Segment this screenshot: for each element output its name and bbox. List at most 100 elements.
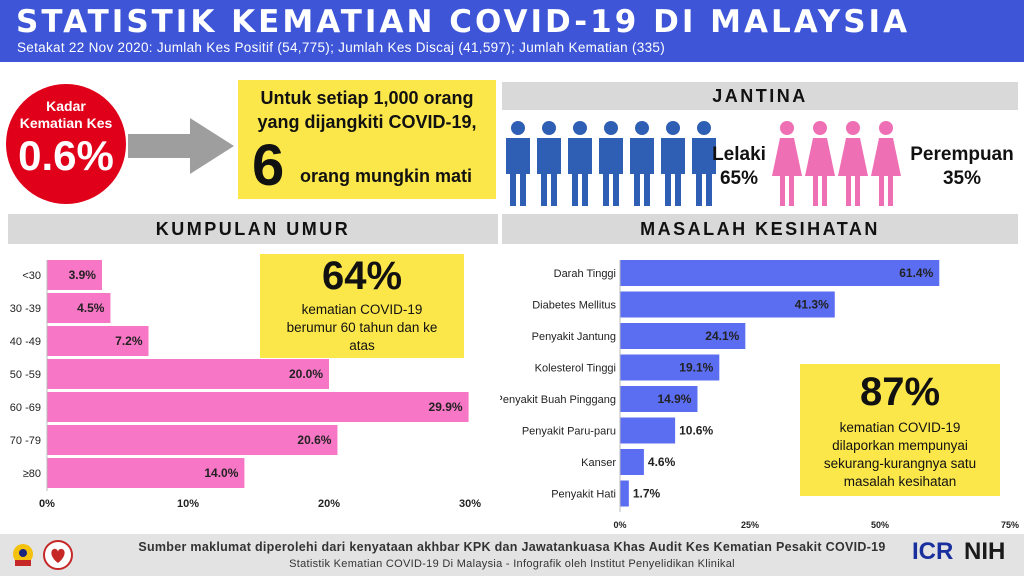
age-bar: [47, 326, 149, 356]
health-bar: [620, 449, 644, 475]
rate-label-line1: Kadar: [46, 98, 86, 114]
age-value-label: 3.9%: [69, 268, 97, 282]
per-thousand-line2: yang dijangkiti COVID-19,: [257, 112, 477, 132]
footer-source: Sumber maklumat diperolehi dari kenyataa…: [138, 540, 886, 554]
health-value-label: 10.6%: [679, 424, 713, 438]
age-bar: [47, 458, 245, 488]
health-bar: [620, 480, 629, 507]
health-category-label: Penyakit Paru-paru: [522, 426, 616, 438]
health-category-label: Darah Tinggi: [554, 268, 616, 280]
age-callout-text3: atas: [349, 338, 375, 353]
age-category-label: 70 -79: [10, 435, 41, 447]
fatality-rate-badge: Kadar Kematian Kes 0.6%: [6, 84, 126, 204]
health-value-label: 41.3%: [795, 298, 829, 312]
age-value-label: 14.0%: [204, 466, 238, 480]
malaysia-crest-logo: [13, 544, 33, 566]
age-value-label: 4.5%: [77, 301, 105, 315]
age-bar: [47, 425, 338, 455]
age-category-label: 50 -59: [10, 369, 41, 381]
age-tick-label: 30%: [459, 498, 481, 510]
per-thousand-box: Untuk setiap 1,000 orang yang dijangkiti…: [238, 80, 496, 199]
male-person-icon: [630, 121, 654, 206]
health-callout-text3: sekurang-kurangnya satu: [823, 456, 977, 471]
rate-label-line2: Kematian Kes: [19, 115, 113, 131]
age-section-title: KUMPULAN UMUR: [8, 214, 498, 244]
footer: Sumber maklumat diperolehi dari kenyataa…: [0, 534, 1024, 576]
age-bar: [47, 293, 111, 323]
health-value-label: 14.9%: [657, 392, 691, 406]
age-callout-text2: berumur 60 tahun dan ke: [286, 320, 438, 335]
health-value-label: 19.1%: [679, 361, 713, 375]
rate-value: 0.6%: [18, 132, 114, 179]
health-category-label: Penyakit Hati: [551, 489, 616, 501]
male-person-icon: [599, 121, 623, 206]
age-callout: 64% kematian COVID-19 berumur 60 tahun d…: [260, 254, 464, 358]
health-bar: [620, 386, 698, 412]
health-callout-value: 87%: [859, 370, 941, 414]
male-percent: 65%: [719, 168, 759, 189]
footer-credit: Statistik Kematian COVID-19 Di Malaysia …: [289, 558, 735, 570]
age-bar: [47, 260, 102, 290]
age-tick-label: 10%: [177, 498, 199, 510]
age-tick-label: 0%: [39, 498, 55, 510]
female-label: Perempuan: [910, 144, 1014, 165]
age-category-label: <30: [22, 270, 41, 282]
health-category-label: Kolesterol Tinggi: [535, 363, 616, 375]
female-person-icon: [838, 121, 868, 206]
male-person-icon: [568, 121, 592, 206]
male-person-icon: [506, 121, 530, 206]
icr-logo: ICR: [912, 539, 962, 571]
per-thousand-number: 6: [252, 133, 285, 198]
female-person-icon: [772, 121, 802, 206]
age-value-label: 7.2%: [115, 334, 143, 348]
health-bar: [620, 260, 940, 286]
header-banner: STATISTIK KEMATIAN COVID-19 DI MALAYSIA …: [0, 0, 1024, 62]
health-callout: 87% kematian COVID-19 dilaporkan mempuny…: [800, 364, 1000, 496]
health-ministry-logo: [43, 540, 73, 570]
health-value-label: 24.1%: [705, 329, 739, 343]
age-category-label: 30 -39: [10, 303, 41, 315]
health-value-label: 4.6%: [648, 455, 676, 469]
health-category-label: Kanser: [581, 457, 616, 469]
per-thousand-line3: orang mungkin mati: [300, 166, 473, 186]
health-callout-text1: kematian COVID-19: [839, 420, 961, 435]
age-category-label: 60 -69: [10, 402, 41, 414]
health-category-label: Diabetes Mellitus: [532, 300, 616, 312]
age-bar: [47, 392, 469, 422]
health-callout-text4: masalah kesihatan: [843, 474, 957, 489]
health-tick-label: 50%: [871, 520, 889, 528]
age-callout-text1: kematian COVID-19: [301, 302, 423, 317]
right-arrow-icon: [128, 118, 234, 174]
female-percent: 35%: [942, 168, 982, 189]
health-tick-label: 0%: [613, 520, 626, 528]
health-value-label: 61.4%: [899, 266, 933, 280]
health-bar: [620, 417, 676, 444]
male-person-icon: [537, 121, 561, 206]
age-value-label: 20.6%: [297, 433, 331, 447]
nih-logo: NIH: [964, 539, 1020, 571]
age-value-label: 29.9%: [429, 400, 463, 414]
page-subtitle: Setakat 22 Nov 2020: Jumlah Kes Positif …: [17, 40, 666, 55]
age-group-chart: <30 3.9% 30 -39 4.5% 40 -49 7.2% 50 -59 20.0% 60…: [10, 260, 481, 510]
female-person-icon: [805, 121, 835, 206]
male-person-icon: [661, 121, 685, 206]
male-person-icon: [692, 121, 716, 206]
health-tick-label: 75%: [1001, 520, 1019, 528]
age-value-label: 20.0%: [289, 367, 323, 381]
health-problem-chart: Darah Tinggi 61.4% Diabetes Mellitus 41.3% P…: [500, 260, 1019, 528]
health-category-label: Penyakit Jantung: [532, 331, 616, 343]
per-thousand-line1: Untuk setiap 1,000 orang: [260, 88, 474, 108]
age-category-label: ≥80: [23, 468, 41, 480]
icr-logo-text: ICR: [912, 538, 954, 565]
age-category-label: 40 -49: [10, 336, 41, 348]
health-value-label: 1.7%: [633, 487, 661, 501]
female-person-icon: [871, 121, 901, 206]
male-label: Lelaki: [712, 144, 766, 165]
health-bar: [620, 354, 720, 381]
gender-section-title: JANTINA: [502, 82, 1018, 110]
health-section-title: MASALAH KESIHATAN: [502, 214, 1018, 244]
health-callout-text2: dilaporkan mempunyai: [832, 438, 968, 453]
nih-logo-text: NIH: [964, 538, 1006, 565]
health-tick-label: 25%: [741, 520, 759, 528]
age-callout-value: 64%: [321, 254, 403, 298]
